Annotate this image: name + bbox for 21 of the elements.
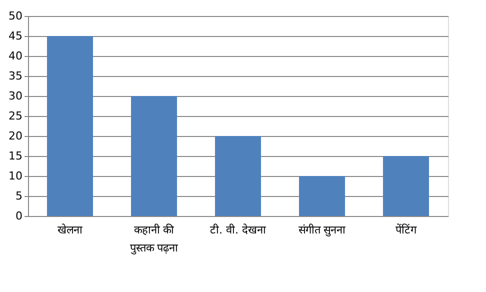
y-tick-label: 50 — [8, 10, 22, 22]
y-tick-label: 0 — [16, 210, 22, 222]
bar — [383, 156, 429, 216]
y-tick-label: 35 — [8, 70, 22, 82]
y-tick-label: 45 — [8, 30, 22, 42]
y-tick-label: 5 — [16, 190, 22, 202]
y-tick-label: 25 — [8, 110, 22, 122]
y-tick-label: 20 — [8, 130, 22, 142]
y-tick-label: 30 — [8, 90, 22, 102]
bar — [47, 36, 93, 216]
x-tick-label: टी. वी. देखना — [210, 224, 266, 236]
y-tick-label: 10 — [8, 170, 22, 182]
x-tick-label: कहानी की पुस्तक पढ़ना — [130, 224, 178, 254]
bar — [215, 136, 261, 216]
bar — [131, 96, 177, 216]
x-tick-label: पेंटिंग — [396, 224, 418, 236]
y-tick-label: 15 — [8, 150, 22, 162]
bar — [299, 176, 345, 216]
y-tick-label: 40 — [8, 50, 22, 62]
x-tick-label: खेलना — [58, 224, 82, 236]
x-tick-label: संगीत सुनना — [298, 224, 346, 236]
